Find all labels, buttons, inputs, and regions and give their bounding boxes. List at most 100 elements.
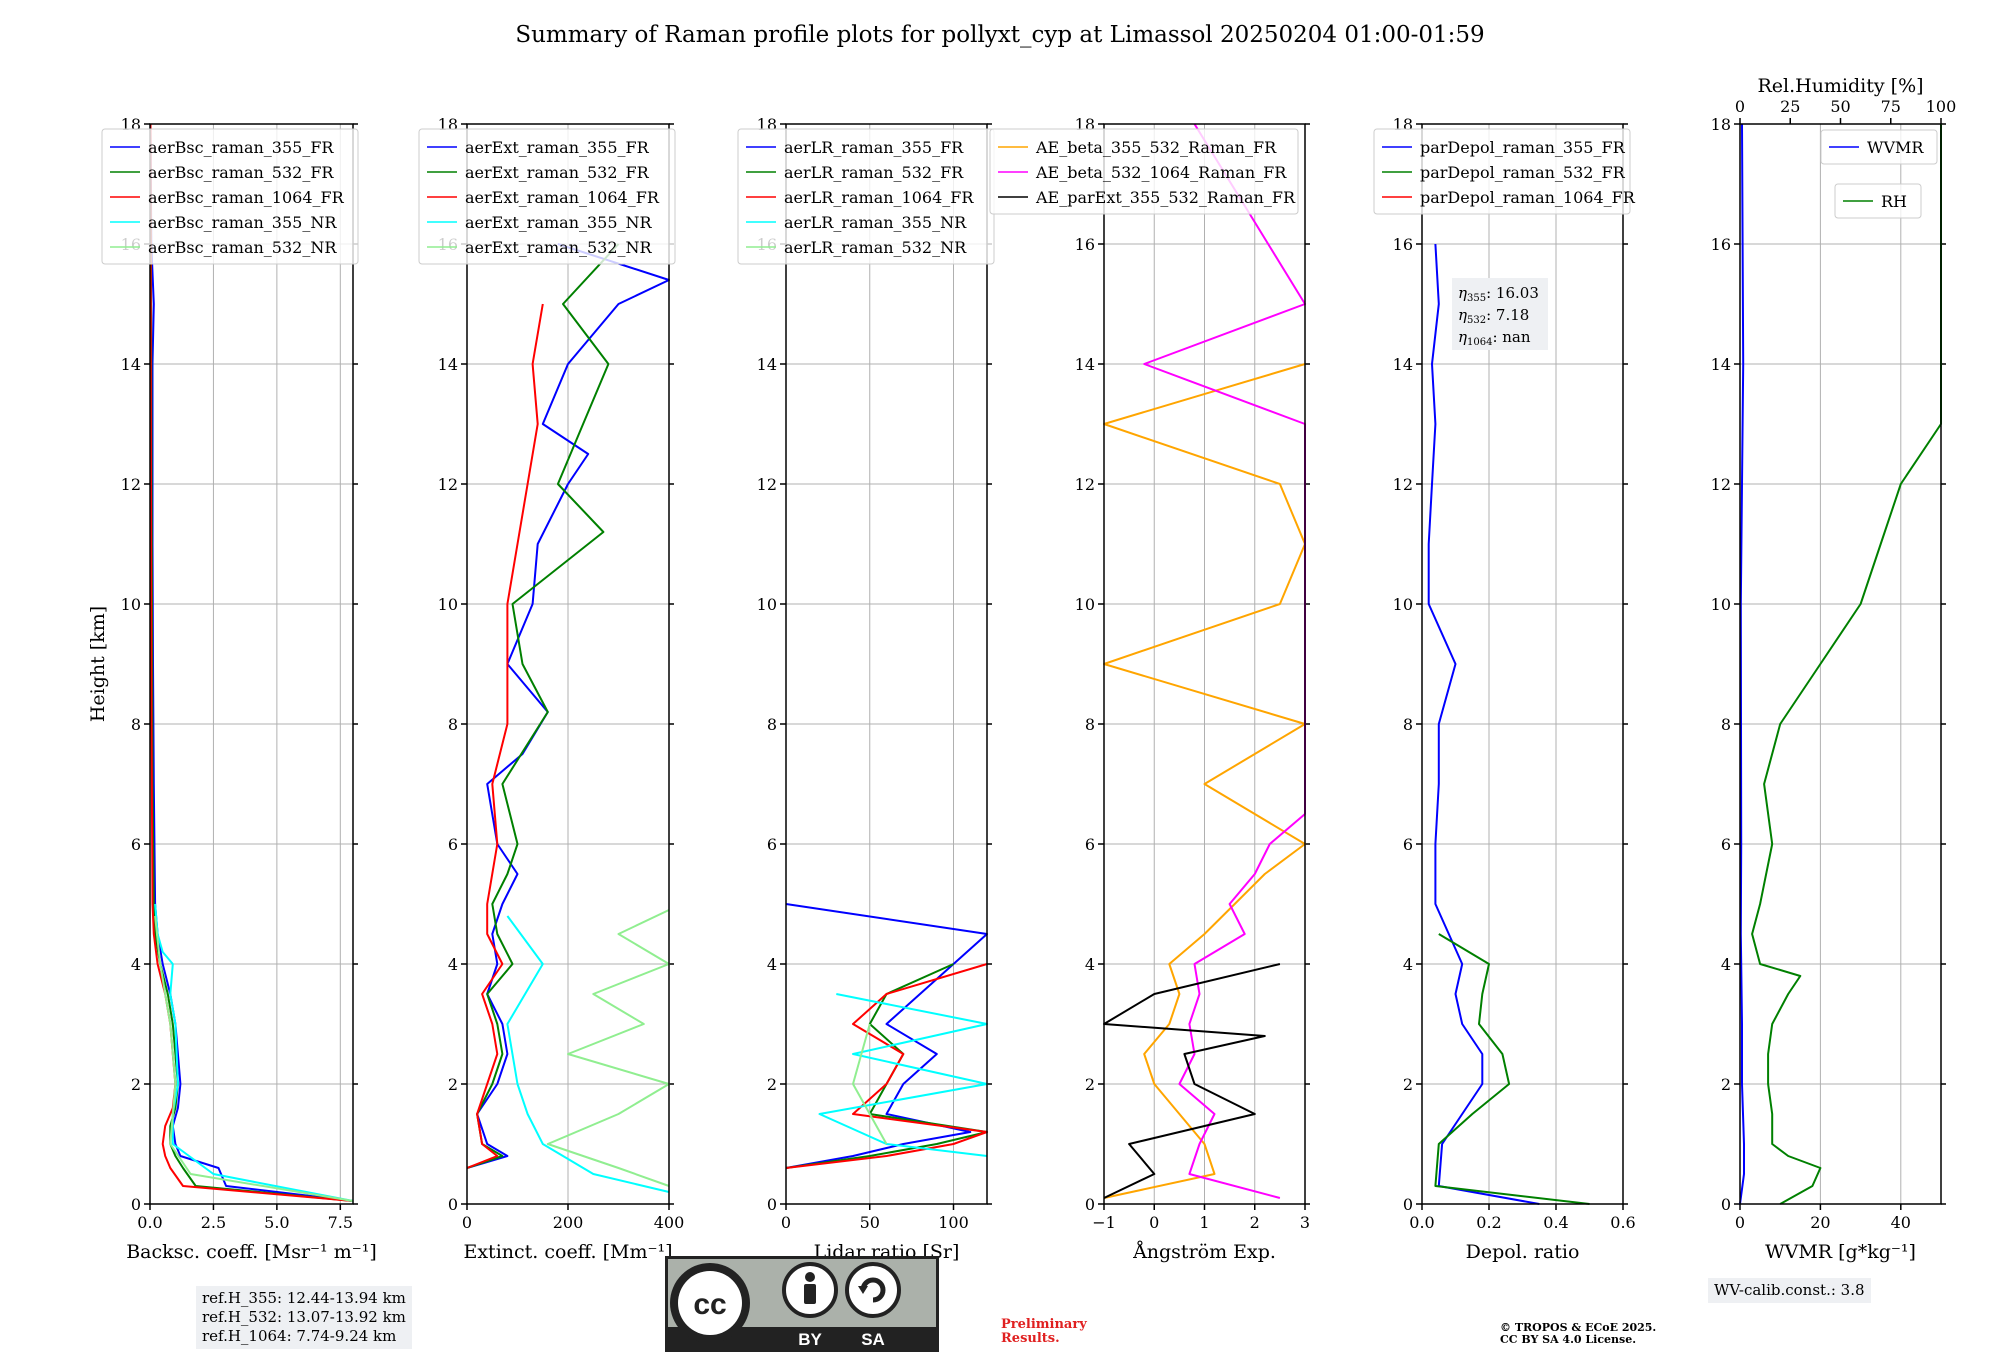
y-tick-label: 12 xyxy=(121,475,141,494)
series-line xyxy=(785,963,988,1169)
wv-calib-box: WV-calib.const.: 3.8 xyxy=(1708,1278,1871,1303)
x-tick-label: 0 xyxy=(1735,1213,1745,1232)
x-tick-label: 1 xyxy=(1199,1213,1209,1232)
y-tick-label: 2 xyxy=(1403,1075,1413,1094)
x-tick-label: −1 xyxy=(1092,1213,1116,1232)
axes-frame xyxy=(785,123,988,1205)
y-tick-label: 12 xyxy=(438,475,458,494)
eta-annotation-532: η532: 7.18 xyxy=(1458,306,1529,326)
y-tick-label: 10 xyxy=(1393,595,1413,614)
series-line xyxy=(1143,123,1306,1199)
legend-box xyxy=(1820,129,1938,165)
x-axis-label: Backsc. coeff. [Msr⁻¹ m⁻¹] xyxy=(126,1241,377,1263)
series-line xyxy=(506,915,670,1193)
y-tick-label: 4 xyxy=(1085,955,1095,974)
x-tick-label: 0.4 xyxy=(1543,1213,1568,1232)
x2-tick-label: 0 xyxy=(1735,97,1745,116)
y-tick-label: 8 xyxy=(131,715,141,734)
axes-frame xyxy=(1103,123,1306,1205)
copyright-note: © TROPOS & ECoE 2025. CC BY SA 4.0 Licen… xyxy=(1500,1322,1656,1346)
y-axis-label: Height [km] xyxy=(87,606,109,722)
preliminary-line-1: Preliminary xyxy=(1001,1317,1087,1332)
x-axis-label: Depol. ratio xyxy=(1466,1241,1580,1263)
legend-label: aerExt_raman_532_NR xyxy=(465,238,653,257)
ref-height-1064: ref.H_1064: 7.74-9.24 km xyxy=(202,1327,397,1345)
y-tick-label: 4 xyxy=(448,955,458,974)
y-tick-label: 12 xyxy=(1075,475,1095,494)
series-line xyxy=(1103,963,1281,1199)
y-tick-label: 10 xyxy=(757,595,777,614)
y-tick-label: 0 xyxy=(448,1195,458,1214)
x-tick-label: 0.6 xyxy=(1610,1213,1635,1232)
y-tick-label: 14 xyxy=(1711,355,1731,374)
series-line xyxy=(1751,124,1942,1205)
share-alike-icon xyxy=(845,1262,901,1318)
x-tick-label: 0.0 xyxy=(137,1213,162,1232)
legend-label: aerLR_raman_532_FR xyxy=(784,163,964,182)
legend-label: parDepol_raman_355_FR xyxy=(1420,138,1626,157)
x-axis-label: WVMR [g*kg⁻¹] xyxy=(1765,1241,1916,1263)
series-line xyxy=(1434,933,1590,1205)
figure-title: Summary of Raman profile plots for polly… xyxy=(515,22,1485,48)
x-tick-label: 50 xyxy=(860,1213,880,1232)
y-tick-label: 6 xyxy=(767,835,777,854)
y-tick-label: 12 xyxy=(1711,475,1731,494)
x-tick-label: 100 xyxy=(938,1213,969,1232)
x-tick-label: 400 xyxy=(654,1213,685,1232)
series-line xyxy=(466,303,544,1169)
y-tick-label: 0 xyxy=(1085,1195,1095,1214)
x-tick-label: 5.0 xyxy=(264,1213,289,1232)
y-tick-label: 8 xyxy=(1403,715,1413,734)
x2-tick-label: 75 xyxy=(1881,97,1901,116)
legend-label: aerLR_raman_1064_FR xyxy=(784,188,974,207)
y-tick-label: 8 xyxy=(448,715,458,734)
y-tick-label: 6 xyxy=(1085,835,1095,854)
y-tick-label: 8 xyxy=(767,715,777,734)
legend-label: AE_parExt_355_532_Raman_FR xyxy=(1035,188,1296,207)
legend-label: aerLR_raman_355_FR xyxy=(784,138,964,157)
axes-frame xyxy=(1421,123,1624,1205)
y-tick-label: 12 xyxy=(1393,475,1413,494)
x-tick-label: 7.5 xyxy=(328,1213,353,1232)
x-tick-label: 0 xyxy=(781,1213,791,1232)
y-tick-label: 6 xyxy=(131,835,141,854)
y-tick-label: 14 xyxy=(121,355,141,374)
series-line xyxy=(154,915,354,1202)
y-tick-label: 16 xyxy=(1393,235,1413,254)
legend-label: aerBsc_raman_532_NR xyxy=(148,238,337,257)
y-tick-label: 16 xyxy=(1711,235,1731,254)
y-tick-label: 4 xyxy=(1721,955,1731,974)
y-tick-label: 2 xyxy=(767,1075,777,1094)
wv-calib-const: WV-calib.const.: 3.8 xyxy=(1714,1281,1865,1299)
x-tick-label: 40 xyxy=(1891,1213,1911,1232)
x-axis-label: Ångström Exp. xyxy=(1132,1241,1276,1263)
axes-frame xyxy=(466,123,670,1205)
legend-label: aerBsc_raman_355_FR xyxy=(148,138,334,157)
y-tick-label: 14 xyxy=(438,355,458,374)
ref-height-box: ref.H_355: 12.44-13.94 km ref.H_532: 13.… xyxy=(196,1286,412,1349)
series-line xyxy=(1103,363,1306,1199)
x-axis-label: Extinct. coeff. [Mm⁻¹] xyxy=(463,1241,672,1263)
y-tick-label: 10 xyxy=(1075,595,1095,614)
legend-box xyxy=(1373,128,1631,215)
y-tick-label: 10 xyxy=(438,595,458,614)
legend-label: RH xyxy=(1881,192,1907,211)
x-tick-label: 20 xyxy=(1810,1213,1830,1232)
y-tick-label: 0 xyxy=(131,1195,141,1214)
y-tick-label: 0 xyxy=(1721,1195,1731,1214)
legend-label: aerLR_raman_355_NR xyxy=(784,213,967,232)
legend-label: aerExt_raman_532_FR xyxy=(465,163,650,182)
x-tick-label: 2.5 xyxy=(201,1213,226,1232)
series-line xyxy=(546,909,670,1187)
y-tick-label: 16 xyxy=(1075,235,1095,254)
series-line xyxy=(154,903,354,1202)
copyright-line-1: © TROPOS & ECoE 2025. xyxy=(1500,1321,1657,1334)
y-tick-label: 8 xyxy=(1085,715,1095,734)
legend-label: aerLR_raman_532_NR xyxy=(784,238,967,257)
x-tick-label: 0.2 xyxy=(1476,1213,1501,1232)
copyright-line-2: CC BY SA 4.0 License. xyxy=(1500,1333,1637,1346)
legend-box xyxy=(101,128,359,265)
series-line xyxy=(466,243,670,1169)
y-tick-label: 6 xyxy=(448,835,458,854)
by-label: BY xyxy=(798,1330,822,1349)
